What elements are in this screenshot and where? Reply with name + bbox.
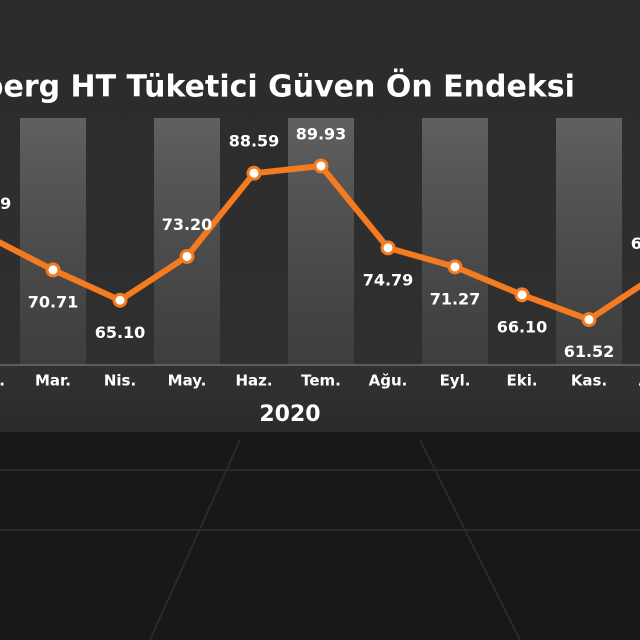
x-tick-label: Tem.	[301, 372, 341, 390]
data-label: 71.27	[430, 289, 481, 308]
x-tick-label: Ara.	[639, 372, 640, 390]
data-label: 74.79	[363, 270, 414, 289]
x-tick-label: Eyl.	[440, 372, 471, 390]
point	[313, 158, 329, 174]
x-tick-label: Ağu.	[369, 372, 408, 390]
point	[514, 287, 530, 303]
point	[447, 259, 463, 275]
point	[45, 262, 61, 278]
floor	[0, 432, 640, 640]
column-stripe	[20, 118, 86, 365]
x-tick-label: Mar.	[35, 372, 71, 390]
data-label: 70.71	[28, 292, 79, 311]
x-tick-label: Eki.	[506, 372, 537, 390]
point	[179, 248, 195, 264]
data-label: 65.10	[95, 323, 146, 342]
column-stripe	[422, 118, 488, 365]
point	[581, 312, 597, 328]
data-label: 88.59	[229, 132, 280, 151]
x-tick-label: Haz.	[235, 372, 272, 390]
column-stripe	[288, 118, 354, 365]
chart-title: berg HT Tüketici Güven Ön Endeksi	[0, 68, 575, 105]
data-label: 61.52	[564, 342, 615, 361]
data-label: 89.93	[296, 124, 347, 143]
data-label: 66.10	[497, 317, 548, 336]
floor-lines	[0, 439, 640, 640]
x-tick-label: Nis.	[104, 372, 136, 390]
data-label: 69.70	[631, 234, 640, 253]
x-tick-label: May.	[168, 372, 207, 390]
column-stripe	[154, 118, 220, 365]
x-tick-label: Kas.	[571, 372, 607, 390]
point	[246, 165, 262, 181]
data-label: 73.20	[162, 215, 213, 234]
point	[380, 240, 396, 256]
point	[112, 292, 128, 308]
x-axis-label: 2020	[259, 402, 320, 427]
data-label: 77.09	[0, 194, 11, 213]
x-tick-label: Şub.	[0, 372, 5, 390]
column-stripe	[556, 118, 622, 365]
